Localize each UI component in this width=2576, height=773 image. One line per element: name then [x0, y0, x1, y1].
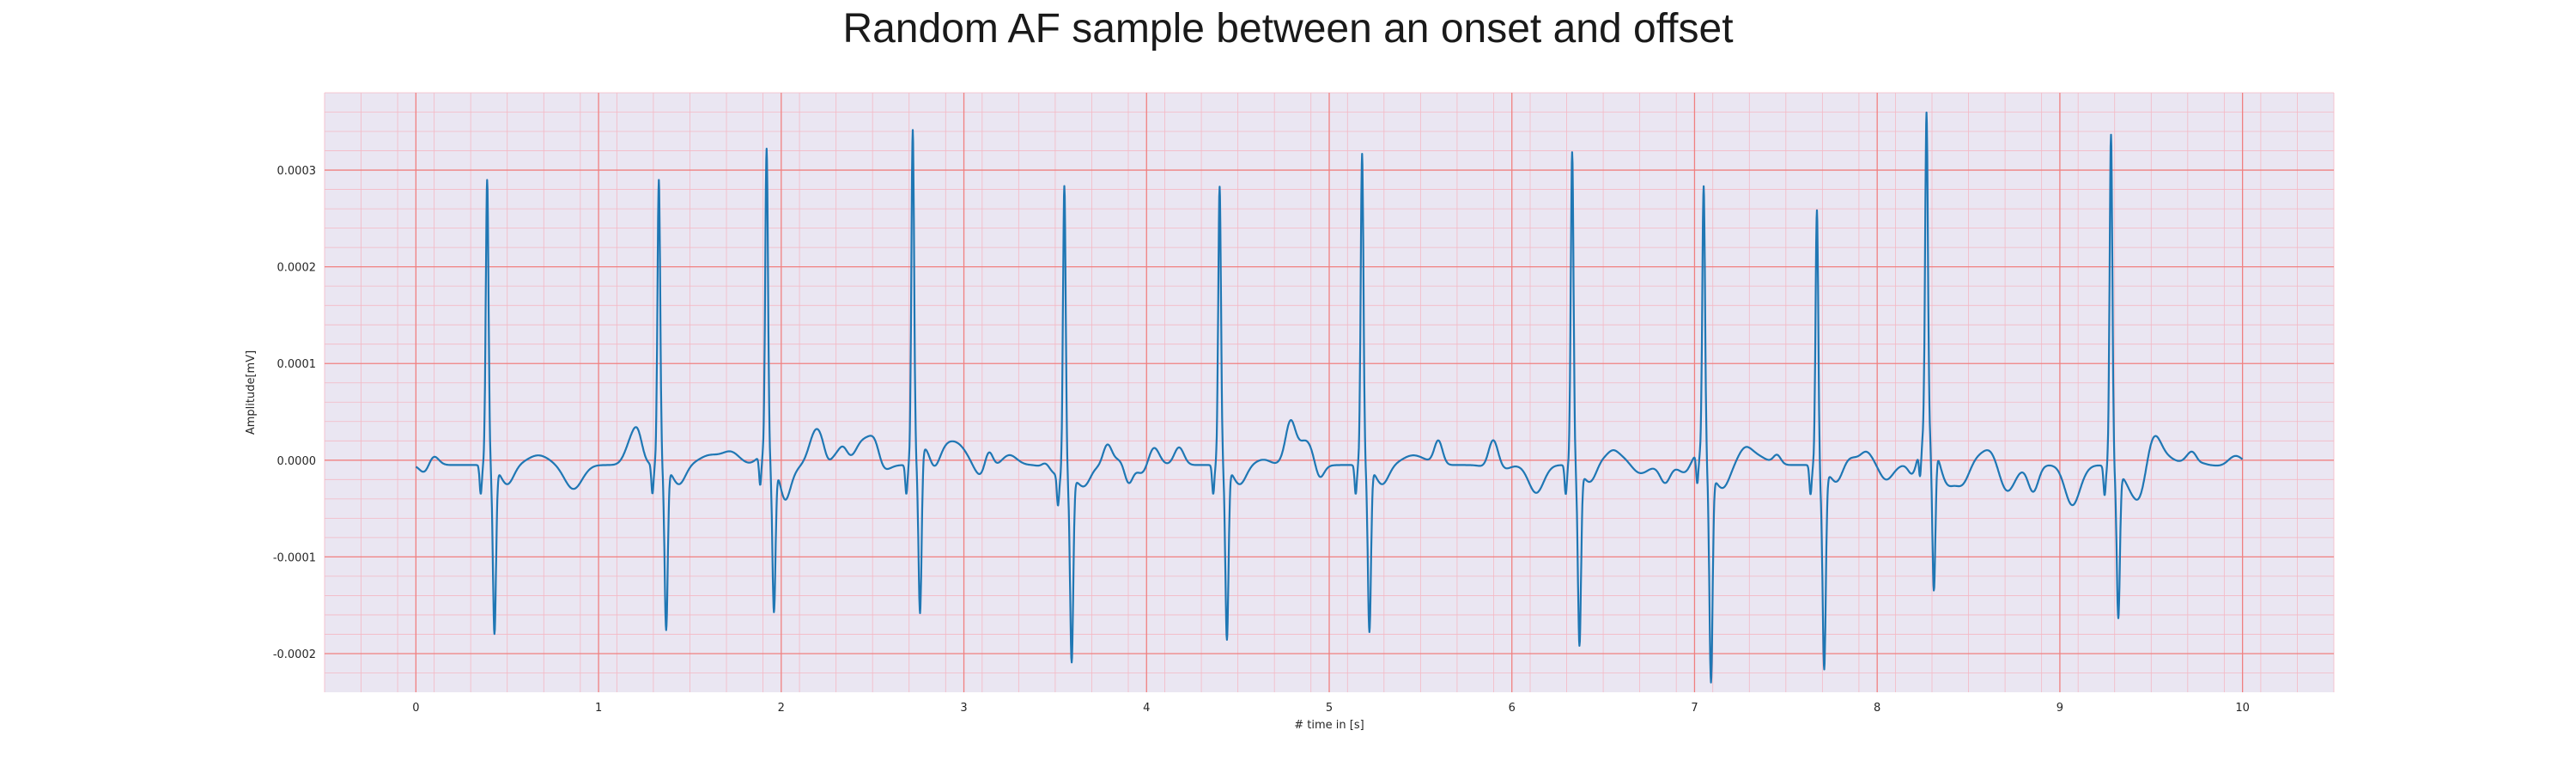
y-tick-label: -0.0002: [273, 648, 316, 661]
x-tick-label: 4: [1143, 702, 1150, 715]
x-tick-label: 0: [412, 702, 419, 715]
y-tick-label: 0.0001: [277, 358, 317, 371]
x-tick-label: 8: [1874, 702, 1880, 715]
x-axis-label: # time in [s]: [1294, 719, 1364, 732]
major-grid: [325, 93, 2334, 692]
y-tick-label: -0.0001: [273, 551, 316, 564]
x-tick-label: 10: [2235, 702, 2250, 715]
x-tick-label: 3: [960, 702, 967, 715]
x-tick-label: 2: [778, 702, 785, 715]
x-tick-label: 5: [1326, 702, 1333, 715]
chart-title: Random AF sample between an onset and of…: [842, 6, 1734, 52]
y-tick-label: 0.0003: [277, 165, 317, 178]
x-tick-label: 9: [2057, 702, 2063, 715]
ecg-signal-line: [415, 111, 2244, 684]
x-tick-labels: 0 1 2 3 4 5 6 7 8 9 10: [412, 702, 2250, 715]
x-tick-label: 6: [1509, 702, 1516, 715]
y-axis-label: Amplitude[mV]: [245, 350, 258, 435]
y-tick-labels: -0.0002 -0.0001 0.0000 0.0001 0.0002 0.0003: [273, 165, 316, 661]
x-tick-label: 1: [595, 702, 602, 715]
y-tick-label: 0.0000: [277, 455, 317, 468]
x-tick-label: 7: [1691, 702, 1698, 715]
y-tick-label: 0.0002: [277, 262, 317, 275]
